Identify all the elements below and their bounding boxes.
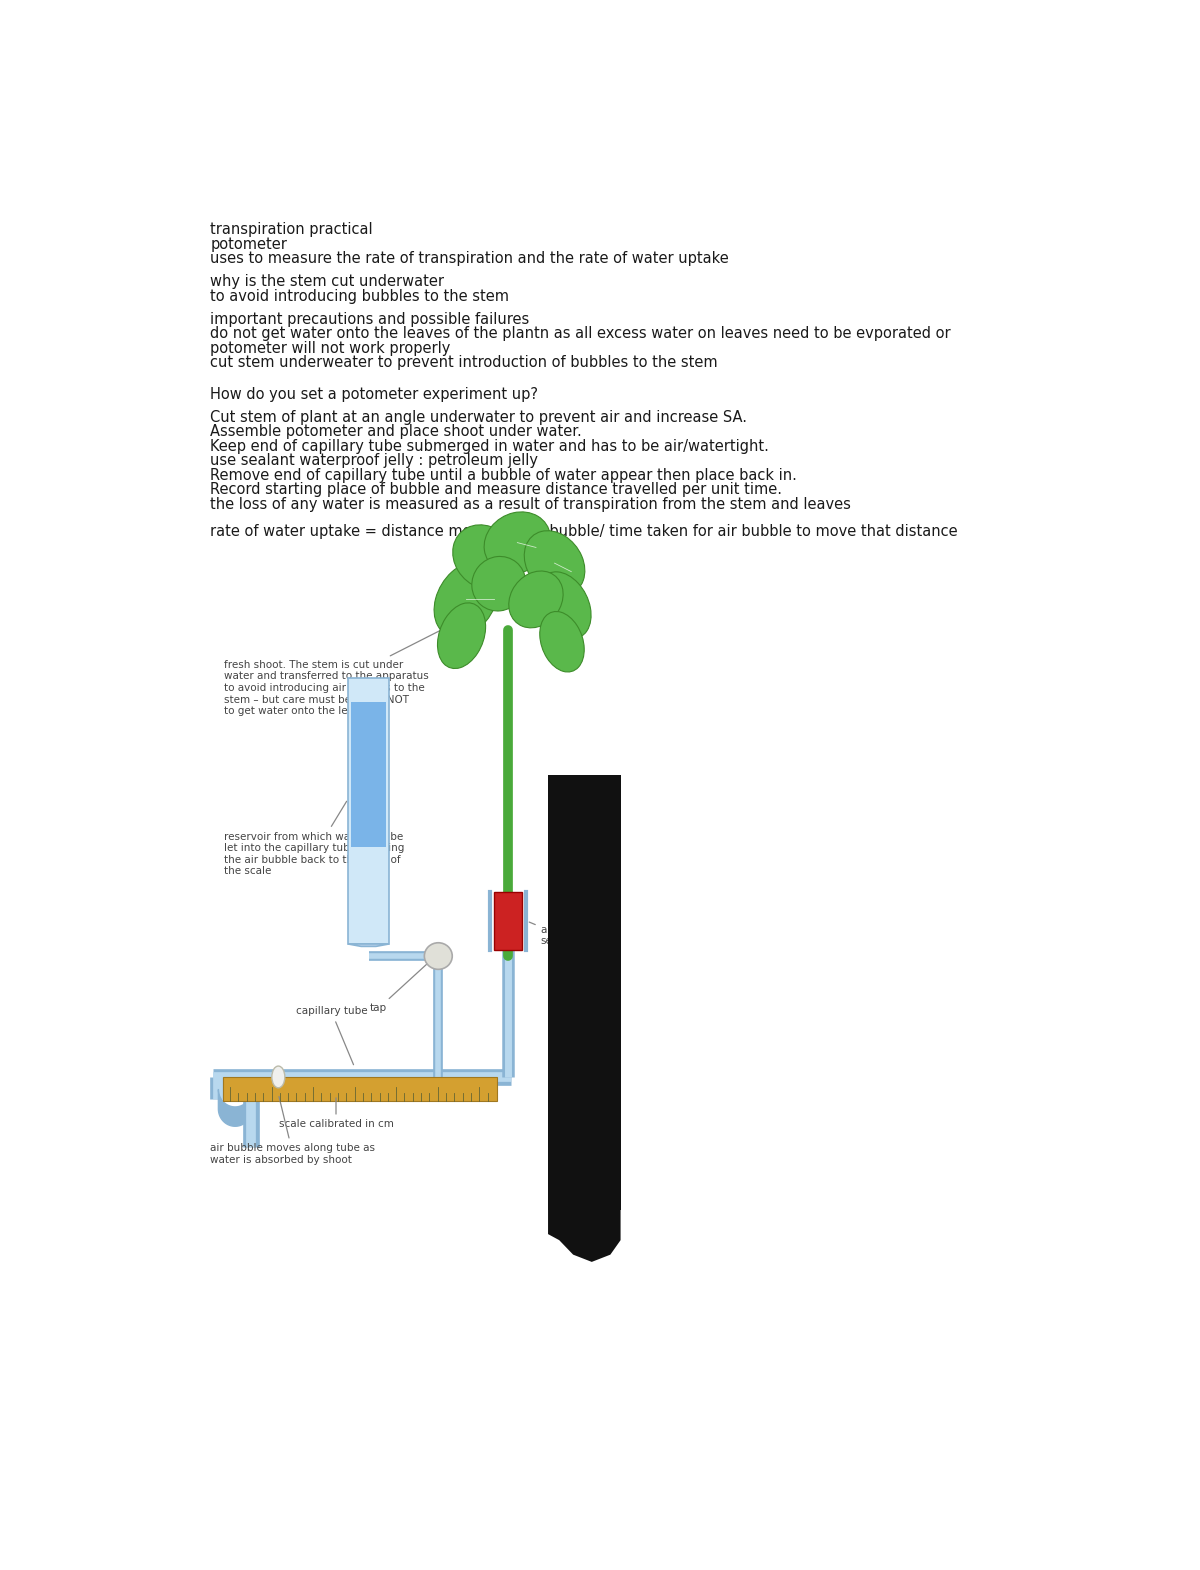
Text: use sealant waterproof jelly : petroleum jelly: use sealant waterproof jelly : petroleum…: [210, 454, 539, 468]
Polygon shape: [548, 1210, 620, 1262]
Ellipse shape: [472, 556, 526, 611]
Text: rate of water uptake = distance moved by air bubble/ time taken for air bubble t: rate of water uptake = distance moved by…: [210, 524, 958, 540]
Polygon shape: [348, 944, 389, 947]
Text: fresh shoot. The stem is cut under
water and transferred to the apparatus
to avo: fresh shoot. The stem is cut under water…: [224, 606, 487, 716]
Text: reservoir from which water can be
let into the capillary tube, pushing
the air b: reservoir from which water can be let in…: [224, 801, 404, 876]
Ellipse shape: [434, 562, 498, 637]
Text: Remove end of capillary tube until a bubble of water appear then place back in.: Remove end of capillary tube until a bub…: [210, 468, 797, 482]
Text: Cut stem of plant at an angle underwater to prevent air and increase SA.: Cut stem of plant at an angle underwater…: [210, 410, 748, 424]
Ellipse shape: [438, 603, 486, 669]
Ellipse shape: [272, 1066, 284, 1088]
Bar: [494, 892, 522, 950]
Text: Keep end of capillary tube submerged in water and has to be air/watertight.: Keep end of capillary tube submerged in …: [210, 438, 769, 454]
Text: important precautions and possible failures: important precautions and possible failu…: [210, 312, 529, 327]
Text: do not get water onto the leaves of the plantn as all excess water on leaves nee: do not get water onto the leaves of the …: [210, 327, 952, 341]
Text: Record starting place of bubble and measure distance travelled per unit time.: Record starting place of bubble and meas…: [210, 482, 782, 498]
Text: Assemble potometer and place shoot under water.: Assemble potometer and place shoot under…: [210, 424, 582, 440]
Text: to avoid introducing bubbles to the stem: to avoid introducing bubbles to the stem: [210, 289, 510, 303]
Text: cut stem underweater to prevent introduction of bubbles to the stem: cut stem underweater to prevent introduc…: [210, 355, 718, 371]
Bar: [350, 702, 386, 848]
Text: potometer: potometer: [210, 237, 287, 251]
Ellipse shape: [509, 571, 563, 628]
Bar: [348, 678, 389, 944]
Ellipse shape: [536, 571, 592, 639]
Ellipse shape: [484, 512, 551, 573]
Bar: [222, 1077, 497, 1101]
Ellipse shape: [524, 531, 584, 595]
Text: scale calibrated in cm: scale calibrated in cm: [278, 1119, 394, 1129]
Text: How do you set a potometer experiment up?: How do you set a potometer experiment up…: [210, 386, 539, 402]
Ellipse shape: [540, 611, 584, 672]
Ellipse shape: [452, 524, 517, 589]
Bar: [548, 774, 620, 1210]
Text: the loss of any water is measured as a result of transpiration from the stem and: the loss of any water is measured as a r…: [210, 496, 851, 512]
Text: why is the stem cut underwater: why is the stem cut underwater: [210, 275, 444, 289]
Text: uses to measure the rate of transpiration and the rate of water uptake: uses to measure the rate of transpiratio…: [210, 251, 730, 267]
Text: transpiration practical: transpiration practical: [210, 223, 373, 237]
Text: air bubble moves along tube as
water is absorbed by shoot: air bubble moves along tube as water is …: [210, 1096, 376, 1165]
Text: tap: tap: [370, 964, 427, 1013]
Text: air tight
seal: air tight seal: [529, 922, 582, 947]
Text: potometer will not work properly: potometer will not work properly: [210, 341, 451, 356]
Text: capillary tube: capillary tube: [295, 1006, 367, 1064]
Ellipse shape: [425, 942, 452, 969]
